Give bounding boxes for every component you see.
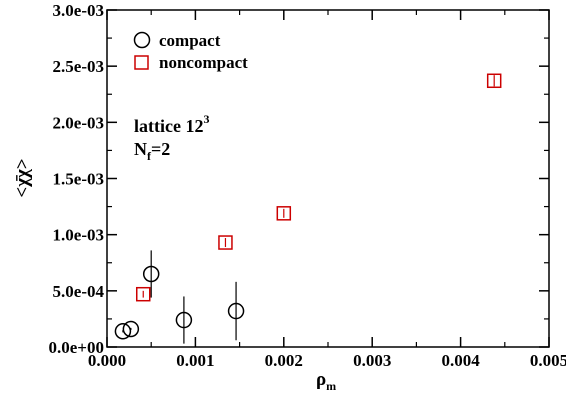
compact-point xyxy=(142,250,160,298)
legend-label-noncompact: noncompact xyxy=(159,53,248,72)
y-tick-label: 2.5e-03 xyxy=(53,57,104,76)
y-tick-label: 0.0e+00 xyxy=(49,338,104,357)
x-tick-label: 0.005 xyxy=(530,351,566,370)
noncompact-point xyxy=(135,286,151,302)
data-points xyxy=(114,73,502,344)
noncompact-marker xyxy=(218,235,233,250)
tick-labels: 0.000 0.001 0.002 0.003 0.004 0.005 0.0e+00 5.0… xyxy=(49,1,566,370)
axis-ticks xyxy=(106,9,550,348)
x-axis-title: ρm xyxy=(316,369,336,393)
compact-marker xyxy=(142,265,160,283)
compact-point xyxy=(122,320,140,338)
annotation-lattice: lattice 123 xyxy=(134,112,209,136)
annotation-flavors: Nf=2 xyxy=(134,139,170,163)
y-tick-label: 5.0e-04 xyxy=(53,282,105,301)
x-tick-label: 0.000 xyxy=(88,351,126,370)
legend: compact noncompact xyxy=(133,31,248,72)
compact-marker xyxy=(175,311,193,329)
legend-label-compact: compact xyxy=(159,31,221,50)
compact-marker xyxy=(122,320,140,338)
compact-point xyxy=(175,296,193,344)
x-tick-label: 0.002 xyxy=(265,351,303,370)
y-tick-label: 3.0e-03 xyxy=(53,1,104,20)
compact-marker xyxy=(114,323,132,340)
y-tick-label: 1.5e-03 xyxy=(53,170,104,189)
compact-point xyxy=(227,281,245,341)
y-tick-label: 2.0e-03 xyxy=(53,113,104,132)
noncompact-marker xyxy=(486,73,502,89)
noncompact-marker xyxy=(276,206,292,221)
annotation: lattice 123 Nf=2 xyxy=(134,112,209,163)
y-axis-title: <χ̄χ> xyxy=(12,158,33,197)
noncompact-point xyxy=(276,206,292,221)
noncompact-point xyxy=(486,73,502,89)
x-tick-label: 0.004 xyxy=(441,351,480,370)
y-tick-label: 1.0e-03 xyxy=(53,226,104,245)
noncompact-marker xyxy=(135,286,151,302)
noncompact-point xyxy=(218,235,233,250)
legend-marker-noncompact xyxy=(134,55,149,70)
x-tick-label: 0.003 xyxy=(353,351,391,370)
x-tick-label: 0.001 xyxy=(176,351,214,370)
compact-marker xyxy=(227,302,245,320)
legend-marker-compact xyxy=(133,31,151,49)
